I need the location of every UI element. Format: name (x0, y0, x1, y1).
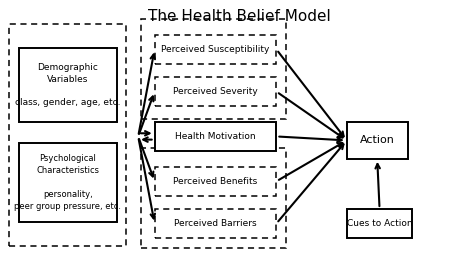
Bar (18, 48, 117, 122)
Text: Perceived Benefits: Perceived Benefits (173, 177, 258, 186)
Bar (140, 148, 286, 249)
Text: Psychological
Characteristics

personality,
peer group pressure, etc.: Psychological Characteristics personalit… (14, 154, 121, 211)
Bar (140, 19, 286, 119)
Bar (9, 24, 127, 246)
Bar (155, 35, 276, 64)
Text: Cues to Action: Cues to Action (347, 219, 412, 228)
Bar (155, 209, 276, 238)
Bar (18, 143, 117, 222)
Text: Action: Action (360, 135, 395, 145)
Text: Perceived Barriers: Perceived Barriers (174, 219, 257, 228)
Bar (347, 209, 412, 238)
Bar (155, 122, 276, 151)
Text: Health Motivation: Health Motivation (175, 132, 256, 141)
Bar (347, 122, 408, 159)
Bar (155, 77, 276, 106)
Text: Perceived Severity: Perceived Severity (173, 87, 258, 96)
Text: Demographic
Variables

class, gender, age, etc.: Demographic Variables class, gender, age… (15, 63, 120, 107)
Text: The Health Belief Model: The Health Belief Model (147, 8, 330, 24)
Text: Perceived Susceptibility: Perceived Susceptibility (161, 45, 270, 54)
Bar (155, 167, 276, 196)
